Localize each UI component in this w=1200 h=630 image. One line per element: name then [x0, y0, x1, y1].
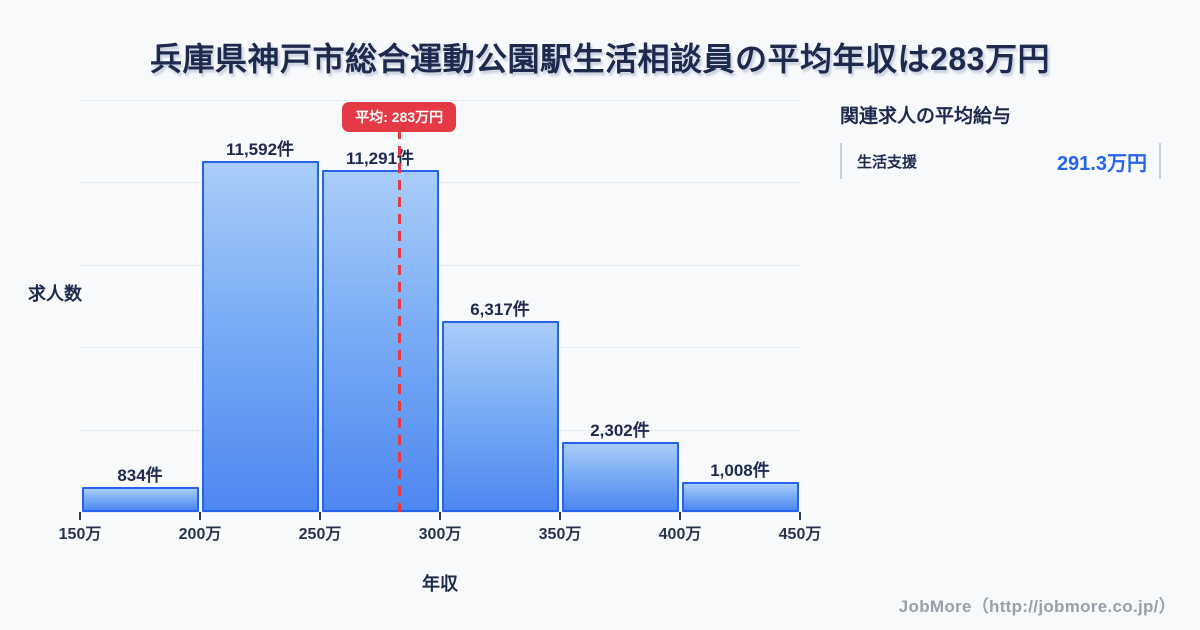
page-title: 兵庫県神戸市総合運動公園駅生活相談員の平均年収は283万円 [150, 41, 1050, 77]
gridline [80, 182, 800, 184]
bar-value-label: 6,317件 [470, 299, 530, 319]
histogram-bar [201, 160, 319, 512]
bar-value-label: 2,302件 [590, 421, 650, 441]
histogram-bar [441, 320, 559, 512]
gridline [80, 347, 800, 349]
x-axis-label: 年収 [422, 574, 458, 594]
histogram-bar [561, 442, 679, 512]
x-axis-tick-label: 250万 [298, 526, 342, 543]
x-axis-tick [439, 512, 441, 520]
related-jobs-header: 関連求人の平均給与 [840, 106, 1012, 127]
bar-value-label: 834件 [117, 465, 163, 485]
average-line [397, 129, 401, 512]
bar-value-label: 11,291件 [345, 148, 415, 168]
average-badge: 平均: 283万円 [342, 102, 457, 132]
footer-credit: JobMore（http://jobmore.co.jp/） [898, 597, 1176, 616]
salary-histogram: 834件 11,592件 11,291件 6,317件 2,302件 1,008件 150万… [59, 100, 821, 543]
x-axis-tick-label: 150万 [58, 526, 102, 543]
gridline [80, 264, 800, 266]
y-axis-label: 求人数 [28, 284, 82, 304]
related-job-row: 生活支援 291.3万円 [840, 143, 1161, 179]
x-axis-tick-label: 300万 [418, 526, 462, 543]
x-axis-tick [559, 512, 561, 520]
related-jobs-panel: 生活支援 291.3万円 [840, 143, 1161, 179]
gridline [80, 100, 800, 101]
bar-value-label: 1,008件 [710, 460, 770, 480]
histogram-bar [681, 481, 799, 512]
x-axis-tick-label: 200万 [178, 526, 222, 543]
x-axis-tick [679, 512, 681, 520]
x-axis-tick [319, 512, 321, 520]
related-job-salary: 291.3万円 [1056, 152, 1147, 175]
x-axis-tick-label: 350万 [538, 526, 582, 543]
x-axis-tick [799, 512, 801, 520]
x-axis-tick [79, 512, 81, 520]
x-axis-tick-label: 400万 [658, 526, 702, 543]
gridline [80, 429, 800, 431]
x-axis-tick-label: 450万 [778, 526, 822, 543]
x-axis-tick [199, 512, 201, 520]
histogram-bar [321, 169, 439, 512]
related-job-label: 生活支援 [857, 153, 918, 171]
bar-value-label: 11,592件 [225, 139, 295, 159]
histogram-bar [81, 486, 199, 512]
